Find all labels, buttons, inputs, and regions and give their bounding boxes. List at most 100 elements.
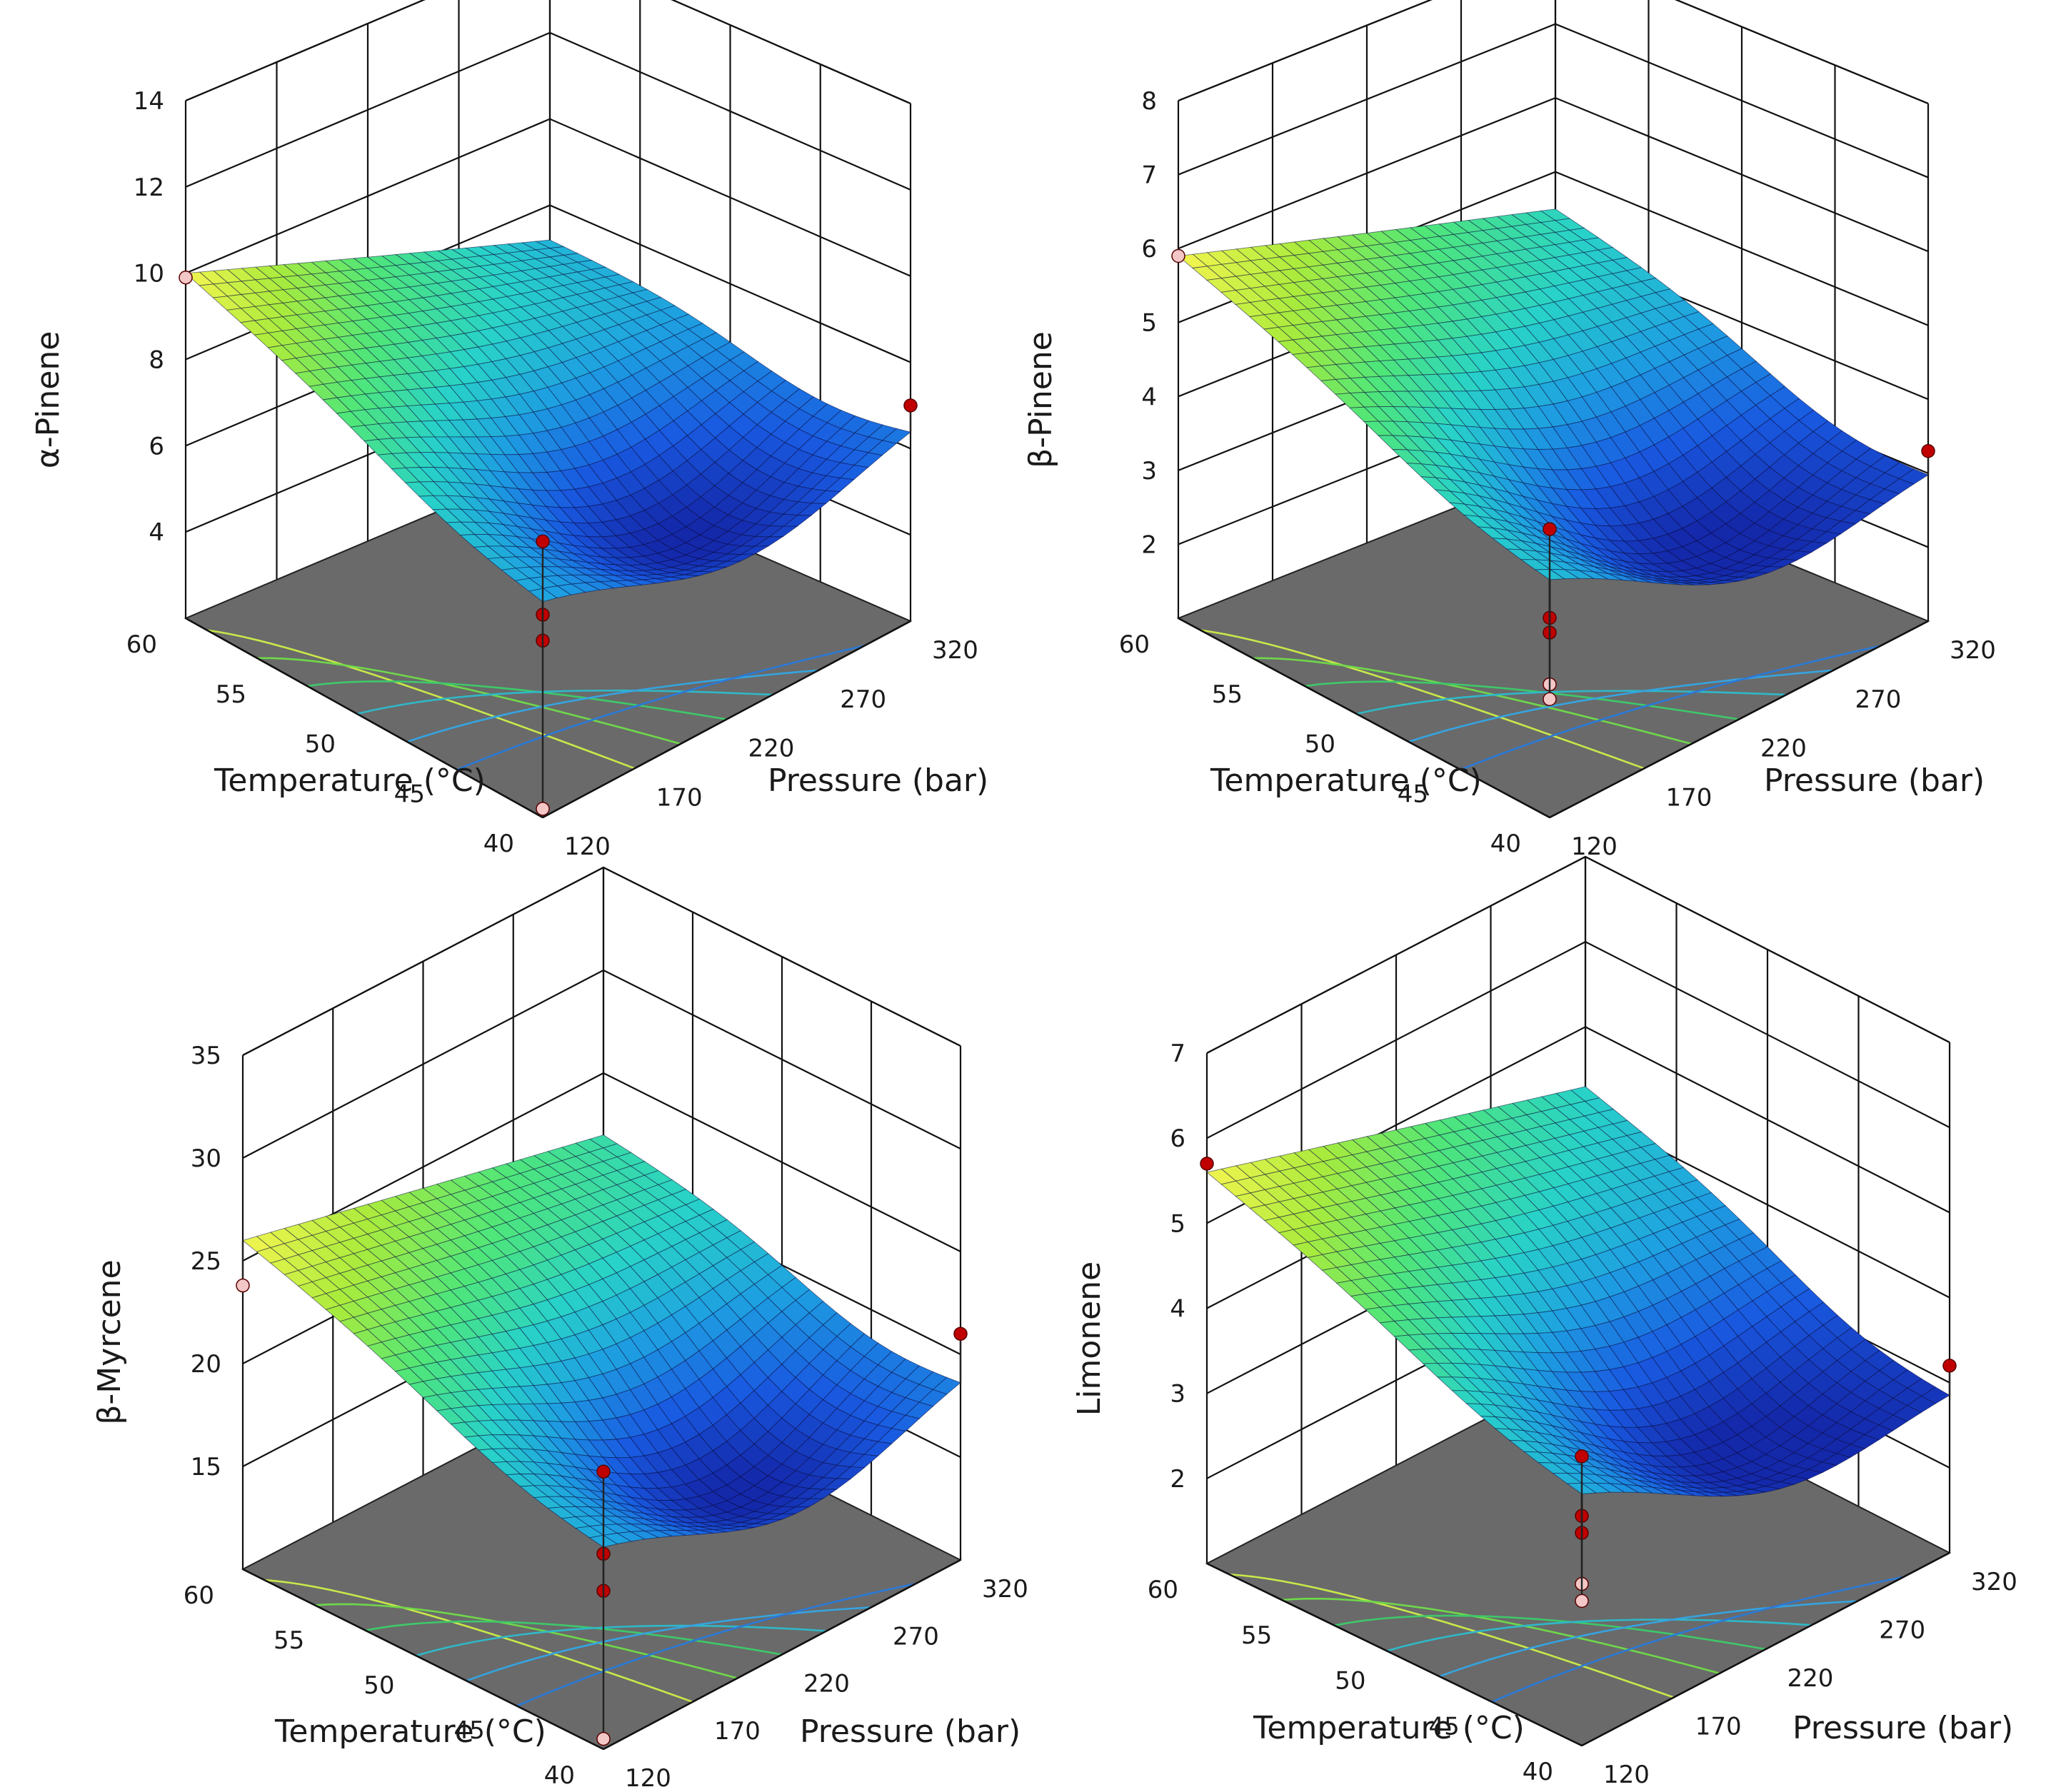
temperature-tick-label: 45 xyxy=(1428,1712,1459,1741)
wall-grid-level xyxy=(242,866,961,1056)
design-point xyxy=(1171,248,1185,263)
chart-panel-3: 15 20 25 30 35 60 55 50 45 40 120 170 220 270 320 β-Myr… xyxy=(91,866,1028,1792)
contour-line xyxy=(1304,680,1740,720)
contour-line xyxy=(1491,1576,1904,1703)
z-tick-label: 14 xyxy=(134,87,164,116)
z-axis-title: β-Pinene xyxy=(1023,331,1059,468)
pressure-tick-label: 120 xyxy=(1603,1761,1650,1789)
contour-line xyxy=(1460,645,1882,771)
design-point xyxy=(903,398,918,413)
z-tick-label: 6 xyxy=(1170,1124,1185,1153)
pressure-tick-label: 220 xyxy=(1787,1664,1834,1693)
contour-line xyxy=(1252,657,1693,745)
contour-line xyxy=(516,1582,916,1707)
floor-contours xyxy=(264,1579,916,1707)
temperature-tick-label: 60 xyxy=(184,1581,214,1610)
z-tick-label: 35 xyxy=(191,1042,221,1070)
design-point xyxy=(1575,1449,1589,1464)
pressure-tick-label: 170 xyxy=(656,783,703,812)
temperature-tick-label: 50 xyxy=(1335,1667,1365,1696)
wall-grid-level xyxy=(1206,855,1950,1054)
temperature-tick-label: 40 xyxy=(1523,1758,1553,1786)
design-point xyxy=(1942,1359,1957,1373)
wall-grid-level xyxy=(185,0,911,105)
z-tick-label: 3 xyxy=(1170,1380,1185,1409)
temperature-tick-label: 45 xyxy=(394,780,425,808)
tick-labels: 4 6 8 10 12 14 60 55 50 45 40 120 170 220 270 320 xyxy=(126,87,978,861)
z-tick-label: 5 xyxy=(1170,1209,1185,1238)
floor-edge xyxy=(1549,620,1929,819)
contour-line xyxy=(306,680,727,720)
design-points xyxy=(1171,248,1935,707)
design-point xyxy=(179,270,193,285)
design-point xyxy=(596,1731,611,1746)
z-tick-label: 5 xyxy=(1141,309,1157,338)
pressure-axis-title: Pressure (bar) xyxy=(1792,1710,2013,1746)
pressure-tick-label: 120 xyxy=(1571,832,1618,861)
pressure-tick-label: 220 xyxy=(1760,735,1807,763)
pressure-tick-label: 170 xyxy=(714,1717,761,1746)
temperature-tick-label: 60 xyxy=(126,630,157,659)
design-point xyxy=(536,802,550,816)
design-points xyxy=(236,1240,968,1746)
contour-line xyxy=(314,1603,738,1679)
pressure-tick-label: 120 xyxy=(564,832,611,861)
wall-grid-level xyxy=(242,1072,961,1262)
design-points xyxy=(1200,1157,1957,1609)
pressure-axis-title: Pressure (bar) xyxy=(768,762,988,799)
floor-edge xyxy=(1178,617,1550,819)
contour-line xyxy=(365,1620,783,1656)
z-tick-label: 15 xyxy=(191,1453,221,1481)
temperature-tick-label: 50 xyxy=(1305,730,1335,759)
floor-edge xyxy=(603,1559,961,1751)
z-tick-label: 2 xyxy=(1170,1465,1185,1494)
design-point xyxy=(596,1464,611,1479)
pressure-tick-label: 320 xyxy=(1971,1568,2017,1596)
temperature-tick-label: 55 xyxy=(274,1626,304,1655)
floor-edge xyxy=(242,1568,604,1751)
temperature-axis-title: Temperature (°C) xyxy=(1253,1710,1525,1746)
pressure-tick-label: 270 xyxy=(1855,685,1902,714)
temperature-tick-label: 50 xyxy=(305,730,336,759)
response-surface xyxy=(242,1134,961,1548)
floor-contours xyxy=(1229,1574,1904,1703)
temperature-tick-label: 40 xyxy=(1490,830,1521,858)
tick-labels: 15 20 25 30 35 60 55 50 45 40 120 170 220 270 320 xyxy=(184,1042,1028,1792)
design-point xyxy=(1543,522,1557,536)
contour-line xyxy=(257,657,681,745)
z-tick-label: 4 xyxy=(1141,383,1157,411)
design-point xyxy=(953,1327,968,1341)
z-axis-title: β-Myrcene xyxy=(91,1259,128,1424)
floor-contours xyxy=(1200,629,1882,771)
floor-edge xyxy=(542,620,911,819)
contour-line xyxy=(1229,1574,1675,1698)
floor-edge xyxy=(185,617,543,819)
pressure-axis-title: Pressure (bar) xyxy=(1764,762,1985,799)
temperature-axis-title: Temperature (°C) xyxy=(274,1713,546,1750)
temperature-tick-label: 40 xyxy=(544,1761,575,1790)
wall-grid-level xyxy=(185,31,911,191)
z-tick-label: 12 xyxy=(134,173,164,202)
wall-grid-level xyxy=(242,866,961,1056)
z-tick-label: 7 xyxy=(1170,1040,1185,1068)
z-tick-label: 4 xyxy=(149,518,164,547)
temperature-tick-label: 55 xyxy=(216,680,246,709)
contour-line xyxy=(264,1579,693,1703)
z-tick-label: 4 xyxy=(1170,1295,1185,1324)
pressure-tick-label: 270 xyxy=(893,1622,939,1651)
design-point xyxy=(1921,444,1935,458)
contour-line xyxy=(1334,1614,1766,1651)
design-point xyxy=(536,534,550,549)
response-surface xyxy=(1177,208,1929,585)
response-surface xyxy=(1206,1086,1950,1497)
design-point xyxy=(1575,1594,1589,1609)
response-surface xyxy=(184,239,911,603)
pressure-tick-label: 170 xyxy=(1666,783,1712,812)
wall-grid-level xyxy=(1206,855,1950,1054)
pressure-tick-label: 220 xyxy=(748,735,795,763)
z-tick-label: 7 xyxy=(1141,161,1157,190)
